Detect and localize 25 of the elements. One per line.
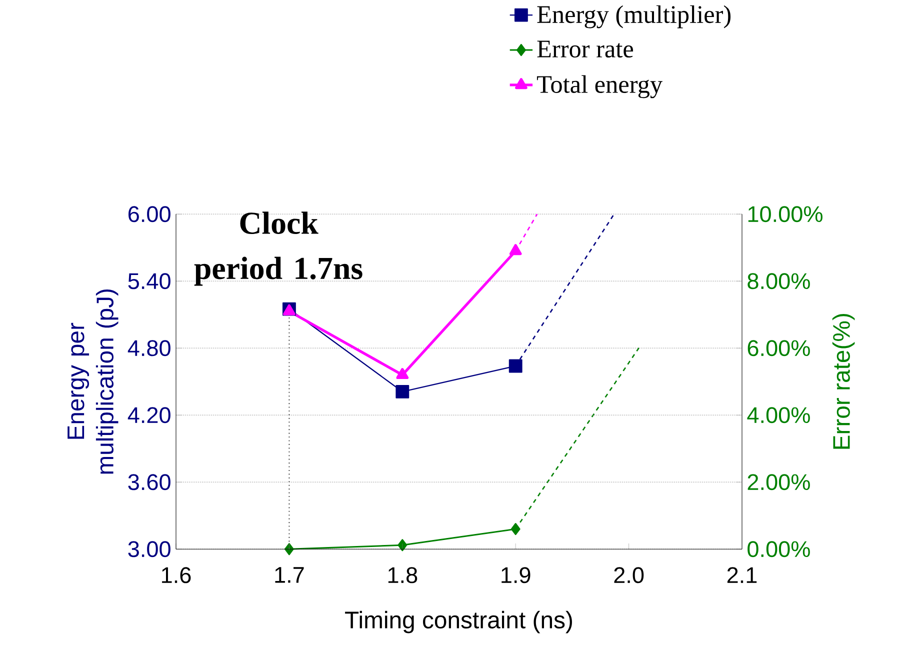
legend-label: Total energy xyxy=(536,75,662,98)
y2-tick-label: 4.00% xyxy=(747,407,810,424)
x-tick-label: 2.1 xyxy=(727,567,757,583)
x-tick-label: 1.7 xyxy=(275,567,304,583)
y2-axis-title: Error rate(%) xyxy=(832,314,855,449)
y2-tick-label: 2.00% xyxy=(748,474,810,490)
x-axis-title: Timing constraint (ns) xyxy=(345,610,572,634)
y-tick-label: 6.00 xyxy=(128,206,170,222)
y-tick-label: 3.60 xyxy=(128,474,170,490)
y2-tick-label: 6.00% xyxy=(748,340,810,356)
y2-tick-label: 10.00% xyxy=(748,206,822,222)
x-tick-label: 1.9 xyxy=(502,567,530,584)
y-tick-label: 3.00 xyxy=(128,541,170,558)
x-tick-label: 1.8 xyxy=(388,567,418,584)
y-tick-label: 5.40 xyxy=(128,273,170,290)
y-axis-title: Energy per multiplication (pJ) xyxy=(68,289,118,474)
y-tick-label: 4.20 xyxy=(128,407,170,424)
annotation: Clock period 1.7ns xyxy=(194,212,362,286)
x-tick-label: 1.6 xyxy=(162,567,191,584)
y2-tick-label: 0.00% xyxy=(748,541,810,558)
legend-label: Error rate xyxy=(537,40,634,58)
legend-label: Energy (multiplier) xyxy=(537,5,731,28)
y2-tick-label: 8.00% xyxy=(748,273,810,290)
y-tick-label: 4.80 xyxy=(128,340,170,356)
x-tick-label: 2.0 xyxy=(614,567,644,584)
